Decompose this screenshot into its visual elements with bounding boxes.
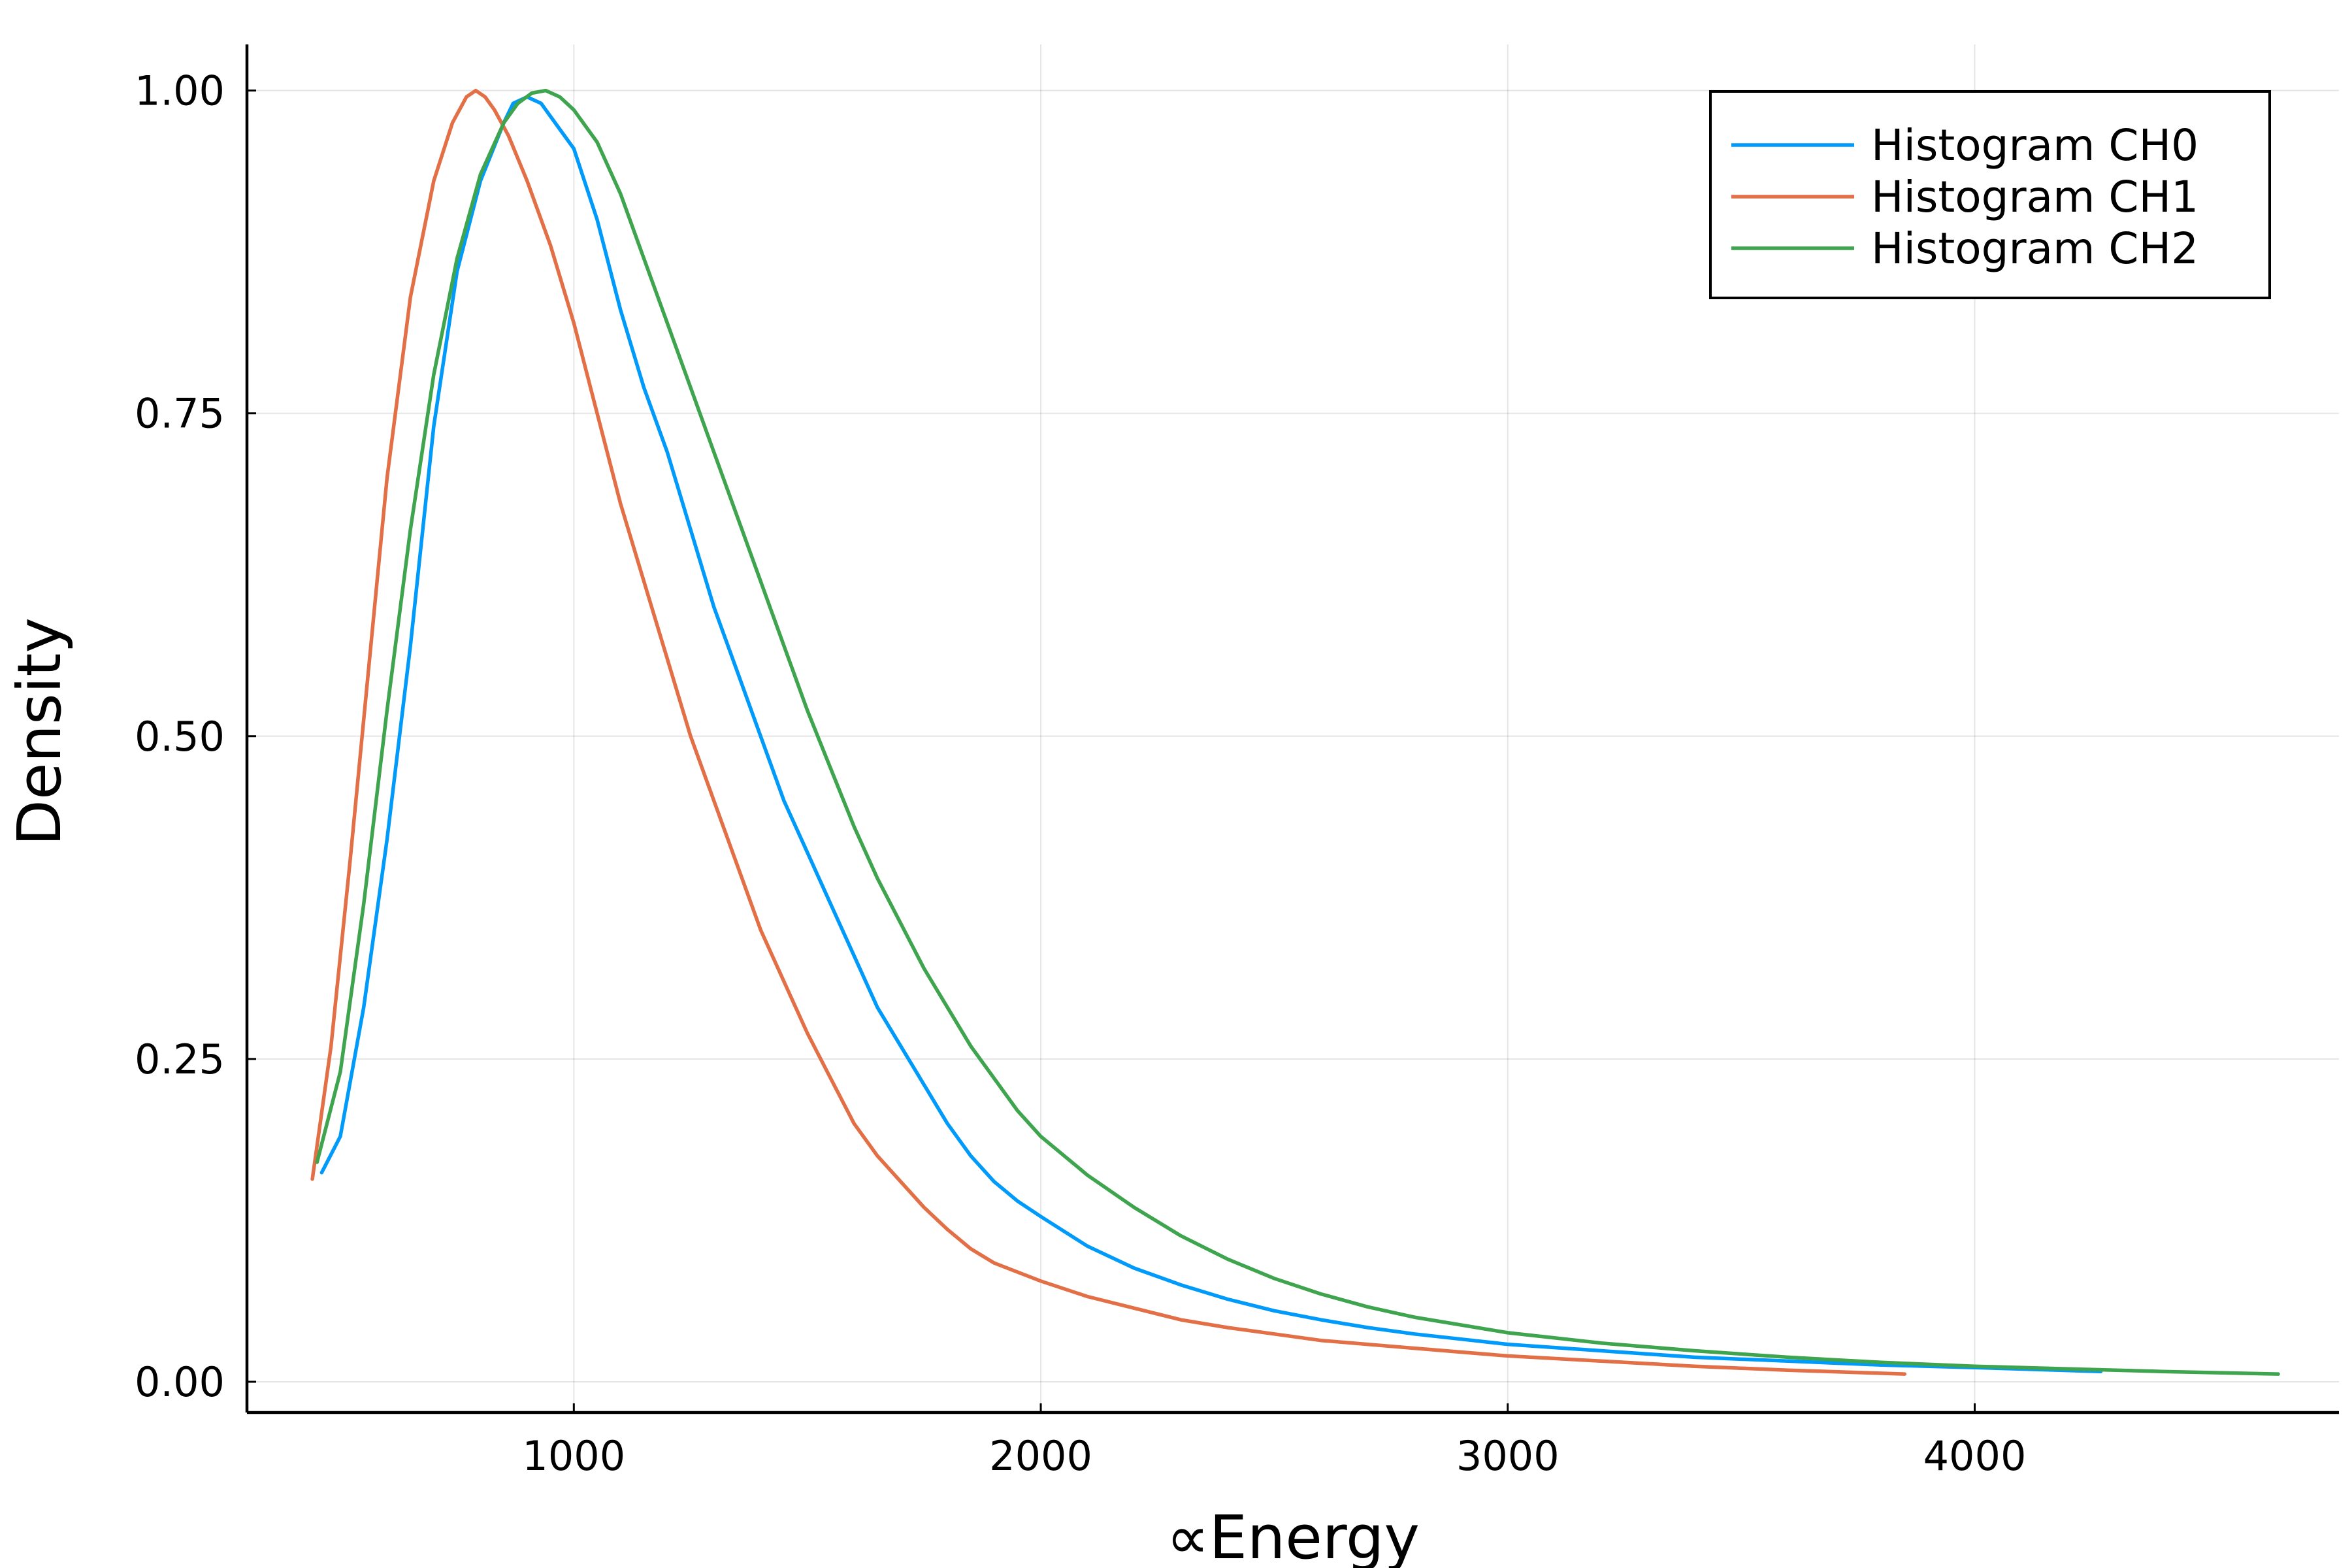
x-tick-label: 3000 <box>1456 1432 1560 1480</box>
legend-label-ch1: Histogram CH1 <box>1871 172 2198 222</box>
series-lines <box>310 88 2280 1376</box>
y-tick-label: 0.75 <box>135 390 225 438</box>
tick-labels: 1000 2000 3000 4000 0.00 0.25 0.50 0.75 1.00 <box>135 67 2026 1480</box>
axes <box>245 44 2339 1414</box>
series-line-ch1 <box>310 88 1907 1376</box>
y-axis-label: Density <box>5 617 74 846</box>
x-tick-label: 1000 <box>522 1432 625 1480</box>
x-tick-label: 2000 <box>989 1432 1092 1480</box>
legend-label-ch0: Histogram CH0 <box>1871 120 2198 171</box>
x-axis-label: ∝Energy <box>1166 1503 1420 1568</box>
legend-label-ch2: Histogram CH2 <box>1871 223 2198 274</box>
legend-box <box>1709 90 2271 299</box>
y-tick-label: 0.25 <box>135 1036 225 1083</box>
y-tick-label: 1.00 <box>135 67 225 115</box>
x-tick-label: 4000 <box>1923 1432 2027 1480</box>
series-line-ch2 <box>315 88 2280 1376</box>
y-tick-label: 0.00 <box>135 1358 225 1406</box>
y-tick-label: 0.50 <box>135 713 225 760</box>
